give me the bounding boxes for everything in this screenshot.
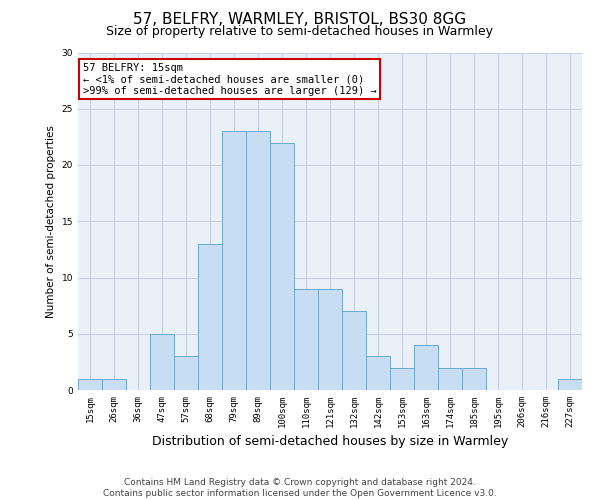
Bar bbox=[438, 368, 462, 390]
Bar bbox=[390, 368, 414, 390]
Bar bbox=[414, 345, 438, 390]
Bar bbox=[246, 131, 270, 390]
Bar bbox=[342, 311, 366, 390]
Bar bbox=[150, 334, 174, 390]
Bar bbox=[558, 379, 582, 390]
Y-axis label: Number of semi-detached properties: Number of semi-detached properties bbox=[46, 125, 56, 318]
Bar bbox=[462, 368, 486, 390]
Bar bbox=[174, 356, 198, 390]
Bar bbox=[366, 356, 390, 390]
Text: Contains HM Land Registry data © Crown copyright and database right 2024.
Contai: Contains HM Land Registry data © Crown c… bbox=[103, 478, 497, 498]
Bar bbox=[198, 244, 222, 390]
Text: 57 BELFRY: 15sqm
← <1% of semi-detached houses are smaller (0)
>99% of semi-deta: 57 BELFRY: 15sqm ← <1% of semi-detached … bbox=[83, 62, 377, 96]
Bar bbox=[270, 142, 294, 390]
Bar bbox=[318, 289, 342, 390]
Bar bbox=[78, 379, 102, 390]
X-axis label: Distribution of semi-detached houses by size in Warmley: Distribution of semi-detached houses by … bbox=[152, 436, 508, 448]
Bar bbox=[294, 289, 318, 390]
Bar bbox=[222, 131, 246, 390]
Bar bbox=[102, 379, 126, 390]
Text: 57, BELFRY, WARMLEY, BRISTOL, BS30 8GG: 57, BELFRY, WARMLEY, BRISTOL, BS30 8GG bbox=[133, 12, 467, 28]
Text: Size of property relative to semi-detached houses in Warmley: Size of property relative to semi-detach… bbox=[107, 25, 493, 38]
